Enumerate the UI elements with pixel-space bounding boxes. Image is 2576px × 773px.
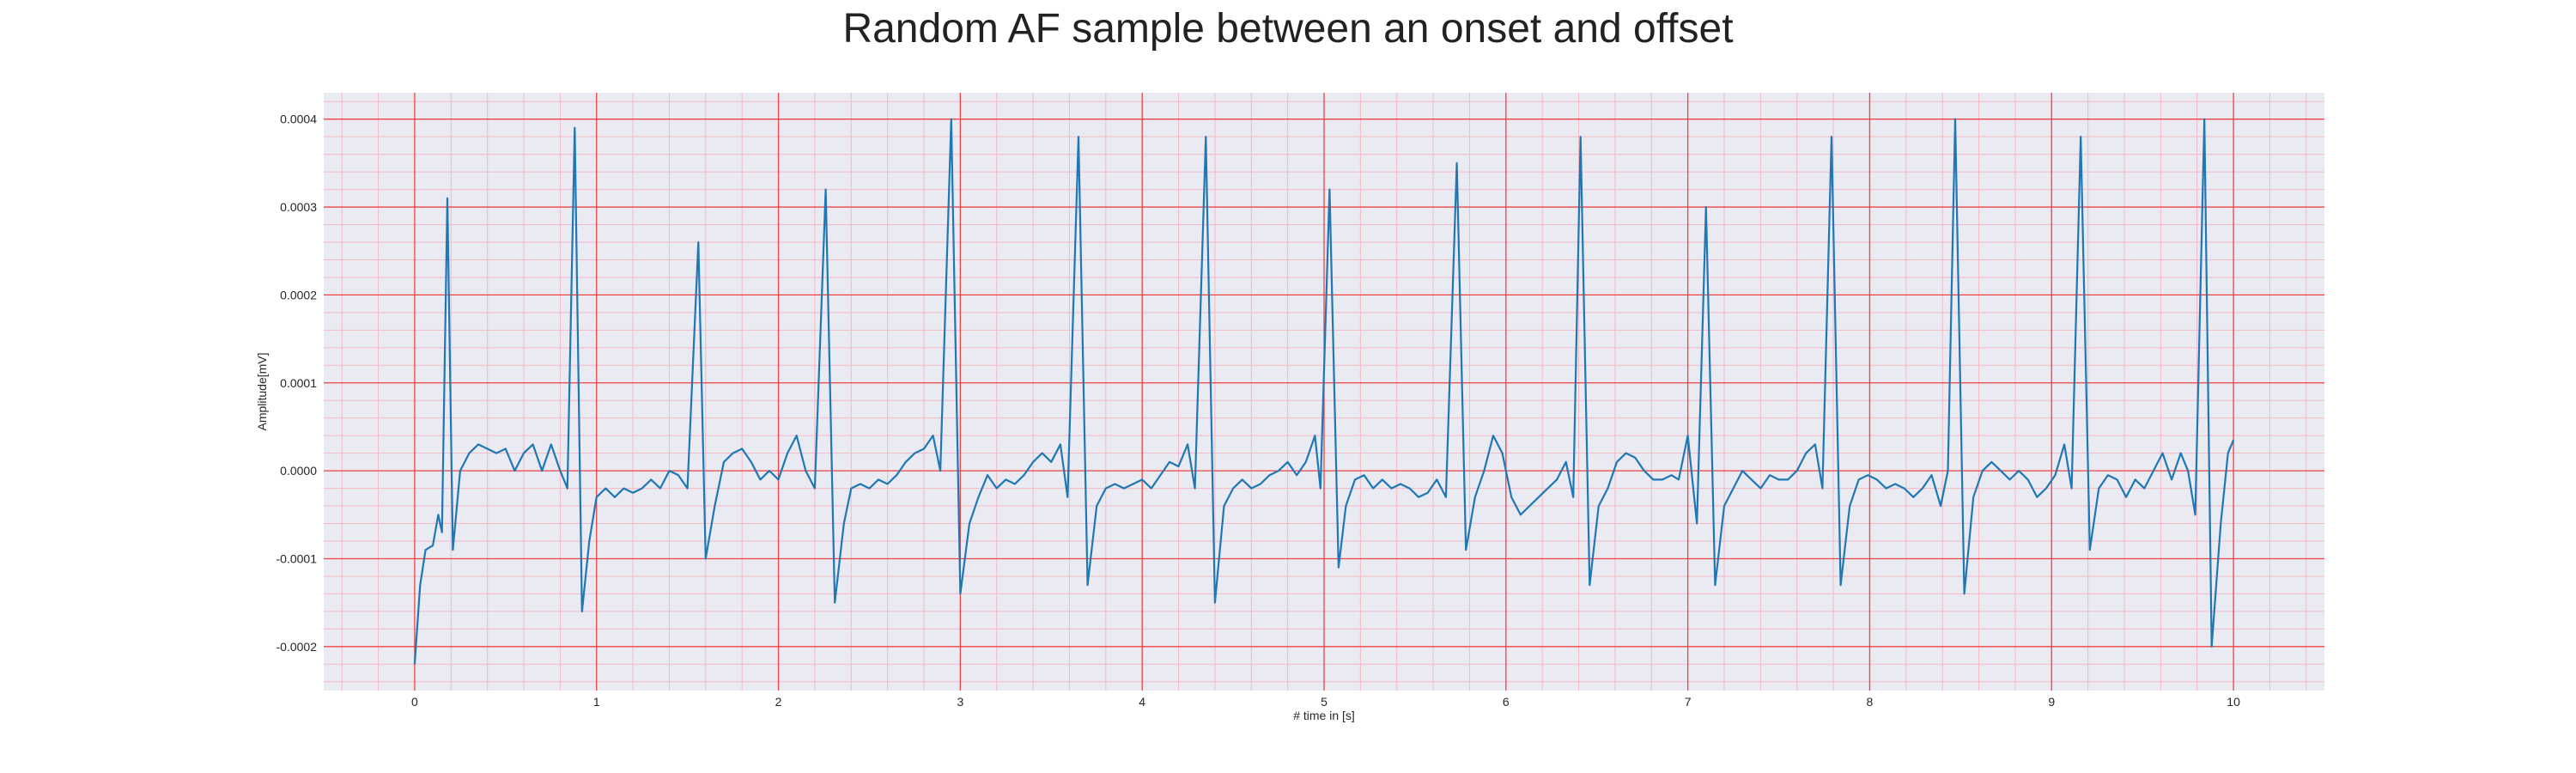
- x-tick-label: 1: [593, 695, 600, 709]
- y-tick-label: -0.0002: [276, 640, 318, 654]
- x-axis-label: # time in [s]: [1293, 709, 1355, 722]
- x-tick-label: 8: [1867, 695, 1874, 709]
- x-tick-label: 6: [1503, 695, 1510, 709]
- x-tick-label: 10: [2227, 695, 2240, 709]
- x-tick-label: 9: [2048, 695, 2055, 709]
- series-line: [413, 118, 2235, 665]
- y-tick-label: 0.0002: [280, 288, 317, 301]
- x-tick-label: 2: [775, 695, 782, 709]
- x-tick-label: 3: [957, 695, 963, 709]
- x-tick-label: 5: [1321, 695, 1327, 709]
- y-tick-label: -0.0001: [276, 551, 318, 565]
- x-tick-labels: 0 1 2 3 4 5 6 7 8 9 10: [411, 695, 2240, 709]
- chart-title: Random AF sample between an onset and of…: [842, 6, 1734, 52]
- y-tick-label: 0.0003: [280, 200, 317, 214]
- x-tick-label: 0: [411, 695, 418, 709]
- y-tick-label: 0.0004: [280, 113, 317, 126]
- y-tick-label: 0.0000: [280, 464, 317, 478]
- y-tick-labels: -0.0002 -0.0001 0.0000 0.0001 0.0002 0.0003 0.…: [276, 113, 318, 654]
- x-tick-label: 4: [1139, 695, 1145, 709]
- y-tick-label: 0.0001: [280, 376, 317, 390]
- y-axis-label: Amplitude[mV]: [255, 352, 269, 430]
- x-tick-label: 7: [1685, 695, 1692, 709]
